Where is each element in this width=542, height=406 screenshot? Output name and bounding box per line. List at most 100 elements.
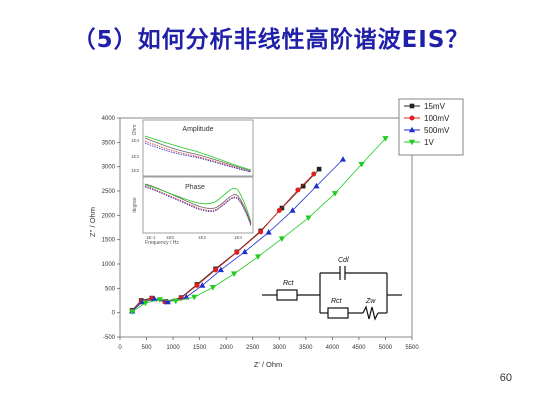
inset-phase-xtick: 1E0	[166, 235, 175, 240]
x-tick-label: 3500	[299, 345, 313, 351]
y-axis: -500 0 500 1000 1500 2000 2500 3000 3500 4000	[102, 116, 120, 341]
data-point	[164, 298, 171, 305]
x-axis-title: Z' / Ohm	[254, 360, 283, 369]
data-point	[316, 166, 322, 172]
series-layer	[129, 136, 389, 315]
data-point	[194, 282, 200, 288]
x-tick-label: 2500	[246, 345, 260, 351]
legend: 15mV 100mV 500mV 1V	[398, 98, 464, 156]
data-point	[382, 136, 389, 142]
data-point	[258, 229, 264, 235]
inset-amplitude-ytick: 1E3	[131, 154, 140, 159]
inset-amplitude-curve	[144, 135, 252, 171]
inset-amplitude-ytick: 1E4	[131, 138, 140, 143]
data-point	[213, 267, 219, 273]
inset-phase-frame	[142, 176, 254, 234]
inset-phase-curve	[144, 186, 252, 227]
x-tick-label: 2000	[220, 345, 234, 351]
data-point	[234, 249, 240, 255]
x-tick-label: 1000	[166, 345, 180, 351]
inset-amplitude: Amplitude Ohm 1E4 1E3 1E2	[131, 119, 254, 177]
legend-marker	[409, 115, 415, 121]
slide-title: （5）如何分析非线性高阶谐波EIS？	[72, 27, 470, 53]
inset-phase-xtick: 1E4	[234, 235, 243, 240]
legend-label: 15mV	[424, 102, 446, 111]
inset-phase-xtick: 1E-1	[146, 235, 156, 240]
inset-phase-ylabel: degree	[132, 197, 138, 213]
data-point	[276, 207, 282, 213]
data-point	[295, 187, 301, 193]
series-1V	[129, 136, 389, 315]
inset-phase-title: Phase	[185, 184, 205, 191]
data-point	[217, 266, 224, 273]
inset-amplitude-curve	[144, 137, 252, 172]
x-tick-label: 5000	[379, 345, 393, 351]
inset-phase: Phase degree 1E-1 1E0 1E2 1E4 Frequency …	[132, 176, 254, 246]
data-point	[129, 309, 136, 315]
legend-label: 500mV	[424, 126, 450, 135]
inset-amplitude-ylabel: Ohm	[132, 125, 138, 136]
equivalent-circuit	[262, 266, 402, 321]
data-point	[339, 156, 347, 162]
inset-amplitude-frame	[142, 119, 254, 177]
x-tick-label: 500	[142, 345, 153, 351]
y-tick-label: 500	[105, 286, 116, 292]
data-point	[278, 236, 286, 242]
data-point	[305, 215, 312, 221]
data-point	[199, 282, 206, 288]
resistor-rct-left	[276, 289, 298, 301]
data-point	[313, 182, 320, 189]
circuit-label-rct: Rct	[331, 298, 343, 305]
data-point	[358, 161, 365, 168]
inset-phase-xtick: 1E2	[198, 235, 207, 240]
x-axis: 0 500 1000 1500 2000 2500 3000 3500 4000 4500 5000…	[118, 337, 419, 351]
y-tick-label: 1000	[102, 262, 116, 268]
data-point	[172, 298, 179, 305]
y-tick-label: 3000	[102, 165, 116, 171]
legend-label: 1V	[424, 138, 434, 147]
data-point	[331, 191, 339, 197]
plot-frame	[119, 117, 413, 338]
data-point	[191, 294, 198, 301]
legend-marker	[408, 139, 416, 146]
x-tick-label: 5500	[405, 345, 419, 351]
legend-marker	[409, 103, 415, 109]
warburg-element	[362, 305, 379, 321]
circuit-label-cdl: Cdl	[338, 257, 349, 264]
inset-amplitude-title: Amplitude	[182, 126, 213, 133]
legend-label: 100mV	[424, 114, 450, 123]
inset-amplitude-curve	[144, 140, 252, 173]
inset-xlabel: Frequency / Hz	[145, 240, 179, 246]
data-point	[241, 248, 248, 255]
data-point	[156, 297, 163, 303]
page-number: 60	[499, 372, 512, 384]
x-tick-label: 1500	[193, 345, 207, 351]
resistor-rct	[327, 307, 349, 319]
y-tick-label: 2000	[102, 213, 116, 219]
data-point	[311, 171, 317, 177]
y-tick-label: 3500	[102, 140, 116, 146]
inset-phase-curve	[144, 185, 252, 226]
y-tick-label: 0	[112, 311, 116, 317]
circuit-label-zw: Zw	[365, 298, 376, 305]
y-axis-title: Z'' / Ohm	[88, 207, 97, 237]
x-tick-label: 0	[118, 345, 122, 351]
x-tick-label: 4500	[352, 345, 366, 351]
data-point	[142, 300, 149, 307]
circuit-label-rct-left: Rct	[283, 280, 295, 287]
y-tick-label: 2500	[102, 189, 116, 195]
y-tick-label: 4000	[102, 116, 116, 122]
x-tick-label: 4000	[326, 345, 340, 351]
y-tick-label: -500	[103, 335, 116, 341]
x-tick-label: 3000	[273, 345, 287, 351]
data-point	[231, 271, 238, 277]
data-point	[209, 285, 217, 291]
y-tick-label: 1500	[102, 238, 116, 244]
data-point	[254, 254, 262, 260]
data-point	[289, 207, 296, 213]
data-point	[265, 229, 272, 235]
legend-box	[398, 98, 464, 156]
inset-amplitude-ytick: 1E2	[131, 168, 140, 173]
legend-marker	[408, 126, 416, 133]
